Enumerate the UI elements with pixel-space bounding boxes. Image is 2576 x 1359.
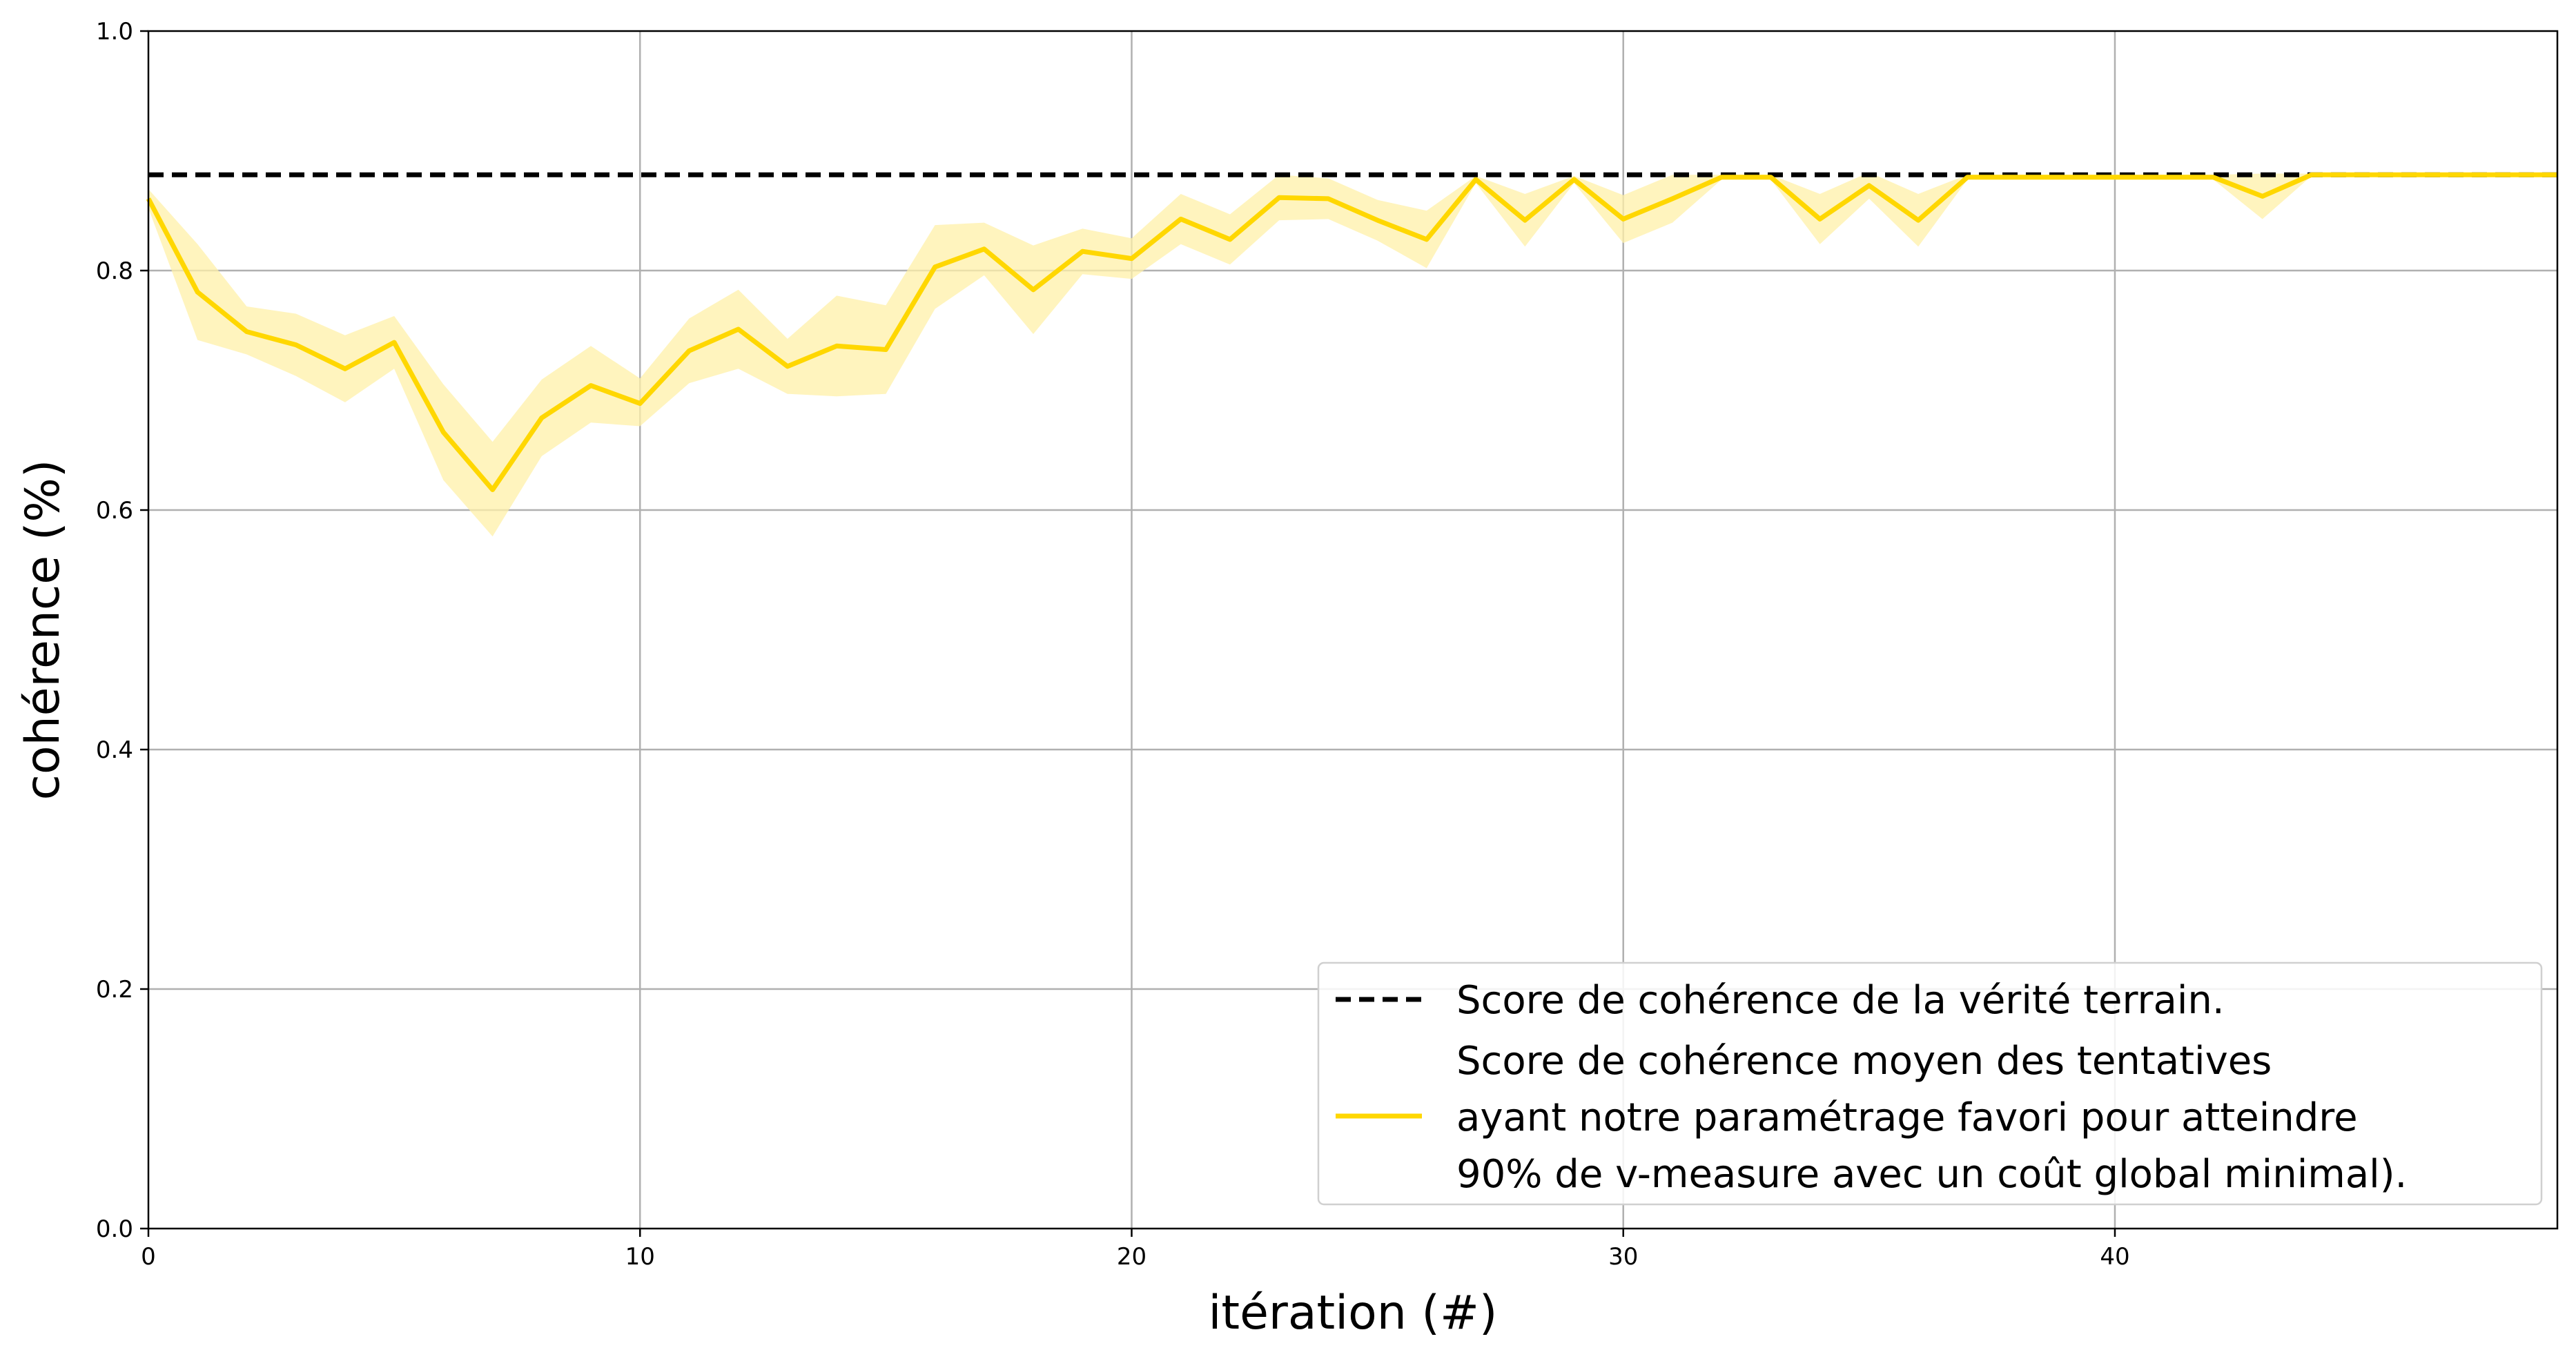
series-line (146, 172, 2557, 492)
y-tick-label-5: 1.0 (96, 18, 133, 46)
x-tick-label-4: 40 (2100, 1243, 2129, 1271)
x-tick-label-3: 30 (1608, 1243, 1638, 1271)
y-tick-label-0: 0.0 (96, 1215, 133, 1243)
x-tick-label-2: 20 (1117, 1243, 1146, 1271)
y-tick-label-2: 0.4 (96, 736, 133, 764)
y-tick-label-4: 0.8 (96, 257, 133, 285)
legend: Score de cohérence de la vérité terrain.… (1317, 961, 2543, 1206)
x-tick-label-0: 0 (141, 1243, 156, 1271)
x-tick-label-1: 10 (625, 1243, 655, 1271)
legend-series-label-line-1: Score de cohérence moyen des tentatives (1456, 1039, 2272, 1084)
y-tick-label-3: 0.6 (96, 497, 133, 525)
series-line-layer (146, 172, 2557, 492)
axis-ticks: 0 10 20 30 40 0.0 0.2 0.4 0.6 0.8 1.0 (96, 18, 2130, 1271)
legend-box (1317, 961, 2543, 1206)
plot-frame (147, 30, 2559, 1230)
x-axis-label: itération (#) (1209, 1286, 1498, 1340)
y-tick-label-1: 0.2 (96, 976, 133, 1004)
legend-series-label-line-2: ayant notre paramétrage favori pour atte… (1456, 1095, 2358, 1140)
legend-reference-label: Score de cohérence de la vérité terrain. (1456, 978, 2225, 1023)
y-axis-label: cohérence (%) (16, 460, 70, 801)
legend-series-label-line-3: 90% de v-measure avec un coût global min… (1456, 1152, 2407, 1197)
